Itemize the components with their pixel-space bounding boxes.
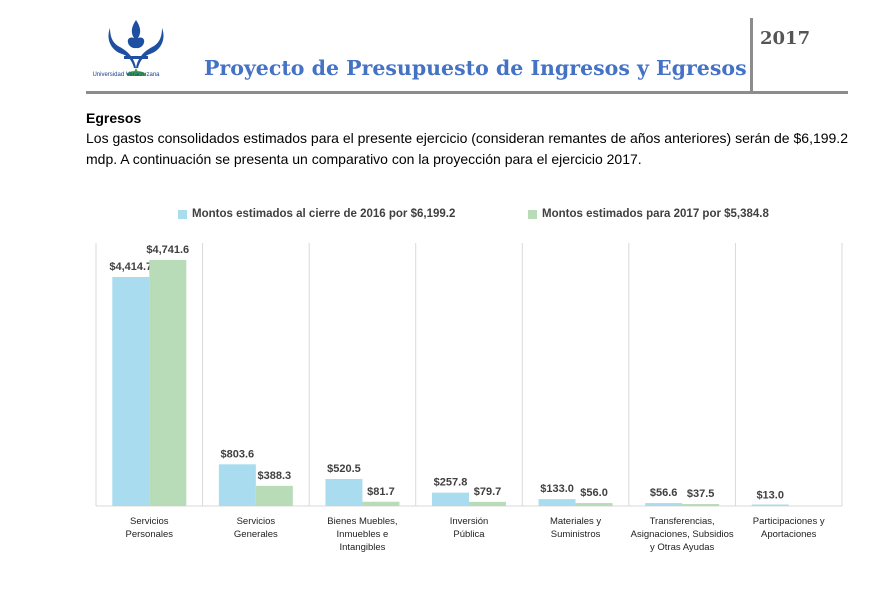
section-paragraph: Los gastos consolidados estimados para e… [86,130,848,167]
category-label: y Otras Ayudas [650,542,714,553]
legend-label-2017: Montos estimados para 2017 por $5,384.8 [542,208,769,220]
data-label-2016: $257.8 [434,477,468,489]
university-caption: Universidad Veracruzana [92,72,160,78]
data-label-2017: $4,741.6 [146,244,189,256]
bar-2017 [682,504,720,506]
category-label: Bienes Muebles, [327,516,397,527]
bar-2017 [469,501,506,506]
category-label: Inmuebles e [337,529,389,540]
data-label-2016: $520.5 [327,463,361,475]
legend-swatch-2016 [178,209,187,219]
bar-2017 [362,501,400,506]
category-label: Materiales y [550,516,601,527]
header-vertical-rule [750,18,753,94]
bar-2016 [645,503,683,506]
legend-swatch-2017 [528,209,537,219]
data-label-2017: $56.0 [580,487,608,499]
category-label: Asignaciones, Subsidios [631,529,734,540]
bar-2016 [112,276,150,506]
document-year: 2017 [760,28,811,49]
data-label-2016: $803.6 [221,448,255,460]
document-title: Proyecto de Presupuesto de Ingresos y Eg… [204,56,747,80]
data-label-2016: $133.0 [540,483,574,495]
data-label-2017: $81.7 [367,486,395,498]
bar-2016 [325,478,363,506]
data-label-2016: $4,414.7 [109,261,152,273]
category-label: Pública [453,529,485,540]
bar-2017 [149,260,187,506]
chart-legend: Montos estimados al cierre de 2016 por $… [0,208,872,226]
legend-label-2016: Montos estimados al cierre de 2016 por $… [192,208,456,220]
legend-item-2016: Montos estimados al cierre de 2016 por $… [178,208,455,220]
category-label: Servicios [130,516,169,527]
data-label-2017: $37.5 [687,488,715,500]
category-label: Participaciones y [753,516,825,527]
data-label-2017: $79.7 [474,486,502,498]
bar-2016 [218,464,256,506]
bar-2017 [575,503,613,506]
data-label-2017: $388.3 [258,470,292,482]
category-label: Aportaciones [761,529,817,540]
legend-item-2017: Montos estimados para 2017 por $5,384.8 [528,208,769,220]
section-heading: Egresos [86,110,142,126]
university-logo [108,20,164,76]
data-label-2016: $13.0 [756,489,784,501]
category-label: Transferencias, [650,516,715,527]
bar-2016 [751,504,789,506]
category-label: Intangibles [339,542,385,553]
header-horizontal-rule [86,91,848,94]
bar-2016 [538,499,576,506]
category-label: Servicios [237,516,276,527]
category-label: Generales [234,529,278,540]
category-label: Suministros [551,529,601,540]
bar-2016 [432,492,469,506]
data-label-2016: $56.6 [650,487,678,499]
category-label: Inversión [450,516,489,527]
category-label: Personales [126,529,174,540]
bar-2017 [255,485,293,506]
